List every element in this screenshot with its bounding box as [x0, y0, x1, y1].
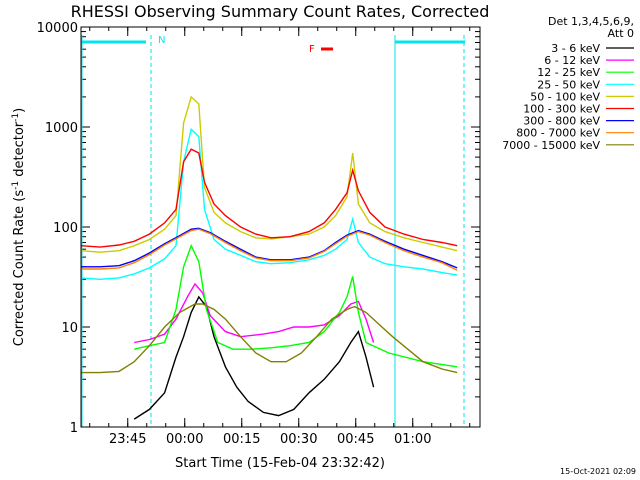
- series-line-0: [133, 295, 375, 420]
- y-tick-label: 10: [61, 321, 78, 336]
- generation-timestamp: 15-Oct-2021 02:09: [560, 467, 636, 476]
- x-tick-label: 00:00: [166, 432, 203, 447]
- legend-label-3: 25 - 50 keV: [537, 78, 600, 91]
- legend-label-6: 300 - 800 keV: [523, 115, 600, 128]
- y-tick-label: 100: [53, 221, 78, 236]
- legend-label-2: 12 - 25 keV: [537, 66, 600, 79]
- night-marker-label: N: [158, 35, 165, 46]
- series-line-5: [81, 148, 458, 248]
- legend-label-7: 800 - 7000 keV: [516, 127, 600, 140]
- chart-title: RHESSI Observing Summary Count Rates, Co…: [71, 2, 490, 21]
- x-axis-label: Start Time (15-Feb-04 23:32:42): [175, 456, 385, 471]
- y-tick-label: 1: [70, 421, 78, 436]
- plot-area: 1 10 100 1000 10000 23:45 00:00 00:15 00:30 00:45…: [37, 21, 480, 447]
- series-line-1: [134, 282, 375, 344]
- legend-label-4: 50 - 100 keV: [530, 90, 600, 103]
- x-tick-label: 23:45: [109, 432, 146, 447]
- x-tick-label: 00:45: [337, 432, 374, 447]
- y-axis-label: Corrected Count Rate (s-1 detector-1): [11, 108, 27, 346]
- legend-label-0: 3 - 6 keV: [551, 42, 600, 55]
- legend-header-line-1: Det 1,3,4,5,6,9,: [548, 15, 634, 28]
- flare-marker-label: F: [309, 44, 315, 55]
- legend-label-5: 100 - 300 keV: [523, 103, 600, 116]
- series-line-7: [81, 228, 458, 271]
- x-tick-label: 00:30: [280, 432, 317, 447]
- x-tick-label: 01:00: [394, 432, 431, 447]
- series-line-4: [81, 95, 458, 253]
- y-tick-label: 1000: [45, 121, 78, 136]
- legend-header-line-2: Att 0: [608, 27, 634, 40]
- legend-label-8: 7000 - 15000 keV: [502, 139, 600, 152]
- series-line-6: [81, 227, 458, 269]
- x-tick-label: 00:15: [223, 432, 260, 447]
- legend-label-1: 6 - 12 keV: [544, 54, 600, 67]
- series-line-2: [134, 243, 458, 368]
- series-line-3: [81, 127, 458, 281]
- plot-frame: [80, 26, 481, 428]
- y-tick-label: 10000: [37, 21, 78, 36]
- series-line-8: [81, 303, 458, 374]
